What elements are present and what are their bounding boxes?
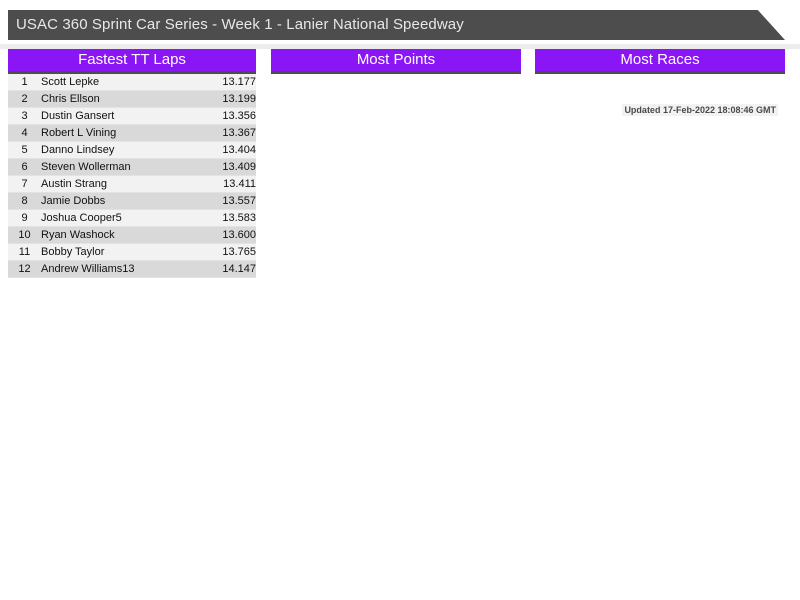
cell-time: 13.583 [211,209,256,227]
cell-time: 13.409 [211,158,256,176]
cell-rank: 6 [8,158,41,176]
cell-rank: 2 [8,90,41,108]
cell-rank: 5 [8,141,41,159]
cell-driver: Danno Lindsey [41,141,211,159]
cell-rank: 8 [8,192,41,210]
table-row: 9 Joshua Cooper5 13.583 [8,209,256,227]
cell-time: 13.404 [211,141,256,159]
fastest-tt-laps-table: 1 Scott Lepke 13.177 2 Chris Ellson 13.199 3 Du… [8,74,256,278]
cell-time: 13.356 [211,107,256,125]
updated-timestamp: Updated 17-Feb-2022 18:08:46 GMT [622,104,778,116]
cell-time: 13.765 [211,243,256,261]
table-row: 12 Andrew Williams13 14.147 [8,260,256,278]
cell-rank: 3 [8,107,41,125]
panel-title-most-races: Most Races [535,49,785,74]
cell-rank: 4 [8,124,41,142]
cell-driver: Chris Ellson [41,90,211,108]
cell-rank: 10 [8,226,41,244]
panel-title-most-points: Most Points [271,49,521,74]
page-title: USAC 360 Sprint Car Series - Week 1 - La… [16,16,464,33]
panel-most-races: Most Races Updated 17-Feb-2022 18:08:46 … [535,49,785,116]
panel-fastest-tt-laps: Fastest TT Laps 1 Scott Lepke 13.177 2 Chris… [8,49,256,278]
cell-driver: Steven Wollerman [41,158,211,176]
header-divider [0,44,800,49]
cell-time: 13.557 [211,192,256,210]
cell-driver: Scott Lepke [41,74,211,91]
header-banner-shape [8,10,785,40]
page-header: USAC 360 Sprint Car Series - Week 1 - La… [0,0,800,44]
cell-driver: Joshua Cooper5 [41,209,211,227]
cell-time: 14.147 [211,260,256,278]
table-row: 11 Bobby Taylor 13.765 [8,243,256,261]
table-row: 7 Austin Strang 13.411 [8,175,256,193]
cell-rank: 7 [8,175,41,193]
cell-time: 13.411 [211,175,256,193]
panel-title-fastest-tt-laps: Fastest TT Laps [8,49,256,74]
panel-body-fastest-tt-laps: 1 Scott Lepke 13.177 2 Chris Ellson 13.199 3 Du… [8,74,256,278]
cell-time: 13.177 [211,74,256,91]
cell-rank: 9 [8,209,41,227]
cell-time: 13.367 [211,124,256,142]
cell-driver: Ryan Washock [41,226,211,244]
table-row: 10 Ryan Washock 13.600 [8,226,256,244]
table-row: 4 Robert L Vining 13.367 [8,124,256,142]
cell-driver: Bobby Taylor [41,243,211,261]
table-row: 2 Chris Ellson 13.199 [8,90,256,108]
table-row: 8 Jamie Dobbs 13.557 [8,192,256,210]
cell-time: 13.600 [211,226,256,244]
cell-rank: 11 [8,243,41,261]
cell-rank: 1 [8,74,41,91]
cell-driver: Jamie Dobbs [41,192,211,210]
cell-driver: Robert L Vining [41,124,211,142]
cell-driver: Austin Strang [41,175,211,193]
table-row: 5 Danno Lindsey 13.404 [8,141,256,159]
cell-driver: Dustin Gansert [41,107,211,125]
cell-time: 13.199 [211,90,256,108]
cell-driver: Andrew Williams13 [41,260,211,278]
table-row: 1 Scott Lepke 13.177 [8,74,256,91]
cell-rank: 12 [8,260,41,278]
table-row: 6 Steven Wollerman 13.409 [8,158,256,176]
table-row: 3 Dustin Gansert 13.356 [8,107,256,125]
panel-most-points: Most Points [271,49,521,74]
